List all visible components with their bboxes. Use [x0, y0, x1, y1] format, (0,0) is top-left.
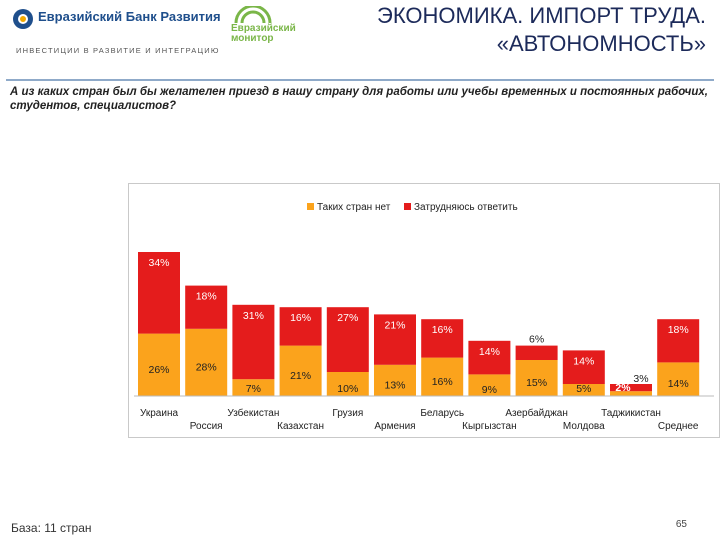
data-label-6-series2: 21%: [384, 319, 405, 331]
bar-segment-1-series1: [138, 333, 180, 396]
edb-emblem-icon: [13, 9, 33, 29]
bar-segment-7-series2: [421, 319, 464, 358]
bar-segment-11-series1: [610, 391, 652, 396]
data-label-11-series2: 3%: [633, 373, 648, 385]
category-label-5: Грузия: [332, 408, 363, 419]
data-label-4-series2: 16%: [290, 312, 311, 324]
data-label-5-series1: 10%: [337, 383, 358, 395]
bar-segment-9-series2: [515, 345, 558, 360]
data-label-4-series1: 21%: [290, 370, 311, 382]
bar-segment-8-series1: [468, 374, 511, 396]
monitor-line2: монитор: [231, 33, 274, 44]
data-label-9-series1: 15%: [526, 377, 547, 389]
data-label-8-series2: 14%: [479, 346, 500, 358]
header: Евразийский Банк Развития ИНВЕСТИЦИИ В Р…: [0, 0, 720, 78]
data-label-10-series1: 5%: [576, 383, 591, 395]
bar-segment-9-series1: [515, 360, 558, 396]
data-label-5-series2: 27%: [337, 312, 358, 324]
bar-segment-8-series2: [468, 340, 511, 375]
bar-segment-12-series2: [657, 319, 700, 363]
bar-segment-5-series2: [326, 307, 369, 372]
data-label-6-series1: 13%: [384, 379, 405, 391]
stacked-bar-chart: Таких стран нет Затрудняюсь ответить 26% 34…: [134, 202, 714, 432]
bank-tagline: ИНВЕСТИЦИИ В РАЗВИТИЕ И ИНТЕГРАЦИЮ: [16, 46, 220, 55]
category-label-12: Среднее: [658, 421, 699, 432]
bar-segment-3-series2: [232, 304, 275, 380]
bar-segment-2-series1: [185, 328, 228, 396]
legend-swatch-2: [404, 203, 411, 210]
page-number: 65: [675, 519, 687, 530]
data-label-12-series1: 14%: [668, 378, 689, 390]
bar-segment-5-series1: [326, 372, 369, 396]
category-label-11: Таджикистан: [601, 408, 661, 419]
bar-segment-6-series2: [374, 314, 416, 365]
monitor-arc-icon: [234, 6, 272, 24]
data-label-10-series2: 14%: [573, 355, 594, 367]
bar-segment-4-series2: [279, 307, 322, 346]
monitor-line1: Евразийский: [231, 23, 296, 34]
data-label-8-series1: 9%: [482, 384, 497, 396]
title-line2: «АВТОНОМНОСТЬ»: [496, 31, 706, 56]
legend-label-2: Затрудняюсь ответить: [414, 202, 518, 213]
survey-question: А из каких стран был бы желателен приезд…: [10, 86, 709, 112]
title-line1: ЭКОНОМИКА. ИМПОРТ ТРУДА.: [377, 3, 706, 28]
data-label-1-series2: 34%: [148, 257, 169, 269]
legend-label-1: Таких стран нет: [317, 202, 391, 213]
category-label-6: Армения: [374, 421, 415, 432]
bar-segment-2-series2: [185, 285, 228, 329]
legend-swatch-1: [307, 203, 314, 210]
bar-segment-10-series2: [562, 350, 605, 384]
data-label-9-series2: 6%: [529, 334, 544, 346]
data-label-1-series1: 26%: [148, 364, 169, 376]
data-label-7-series2: 16%: [432, 324, 453, 336]
category-label-8: Кыргызстан: [462, 421, 516, 432]
category-label-7: Беларусь: [420, 408, 464, 419]
bar-segment-3-series1: [232, 379, 275, 396]
bar-segment-6-series1: [374, 364, 416, 396]
data-label-11-series1: 2%: [615, 382, 631, 394]
data-label-7-series1: 16%: [432, 376, 453, 388]
category-label-1: Украина: [140, 408, 179, 419]
bar-segment-4-series1: [279, 345, 322, 396]
data-label-12-series2: 18%: [668, 324, 689, 336]
header-divider: [6, 79, 714, 81]
category-label-2: Россия: [190, 421, 223, 432]
category-label-4: Казахстан: [277, 421, 324, 432]
edb-logo: Евразийский Банк Развития ИНВЕСТИЦИИ В Р…: [8, 6, 223, 58]
data-label-3-series2: 31%: [243, 310, 264, 322]
bar-segment-12-series1: [657, 362, 700, 396]
category-label-3: Узбекистан: [227, 407, 279, 419]
monitor-logo: Евразийский монитор: [228, 6, 308, 56]
bank-name: Евразийский Банк Развития: [38, 9, 221, 24]
base-note: База: 11 стран: [11, 521, 92, 535]
bar-segment-11-series2: [610, 384, 652, 392]
category-label-9: Азербайджан: [505, 407, 568, 419]
data-label-3-series1: 7%: [246, 383, 261, 395]
bar-segment-10-series1: [562, 384, 605, 396]
category-label-10: Молдова: [563, 421, 605, 432]
bar-segment-1-series2: [138, 252, 180, 334]
page-title: ЭКОНОМИКА. ИМПОРТ ТРУДА. «АВТОНОМНОСТЬ»: [276, 2, 706, 58]
data-label-2-series1: 28%: [196, 361, 217, 373]
chart-frame: Таких стран нет Затрудняюсь ответить 26% 34…: [128, 183, 720, 438]
bar-segment-7-series1: [421, 357, 464, 396]
data-label-2-series2: 18%: [196, 291, 217, 303]
